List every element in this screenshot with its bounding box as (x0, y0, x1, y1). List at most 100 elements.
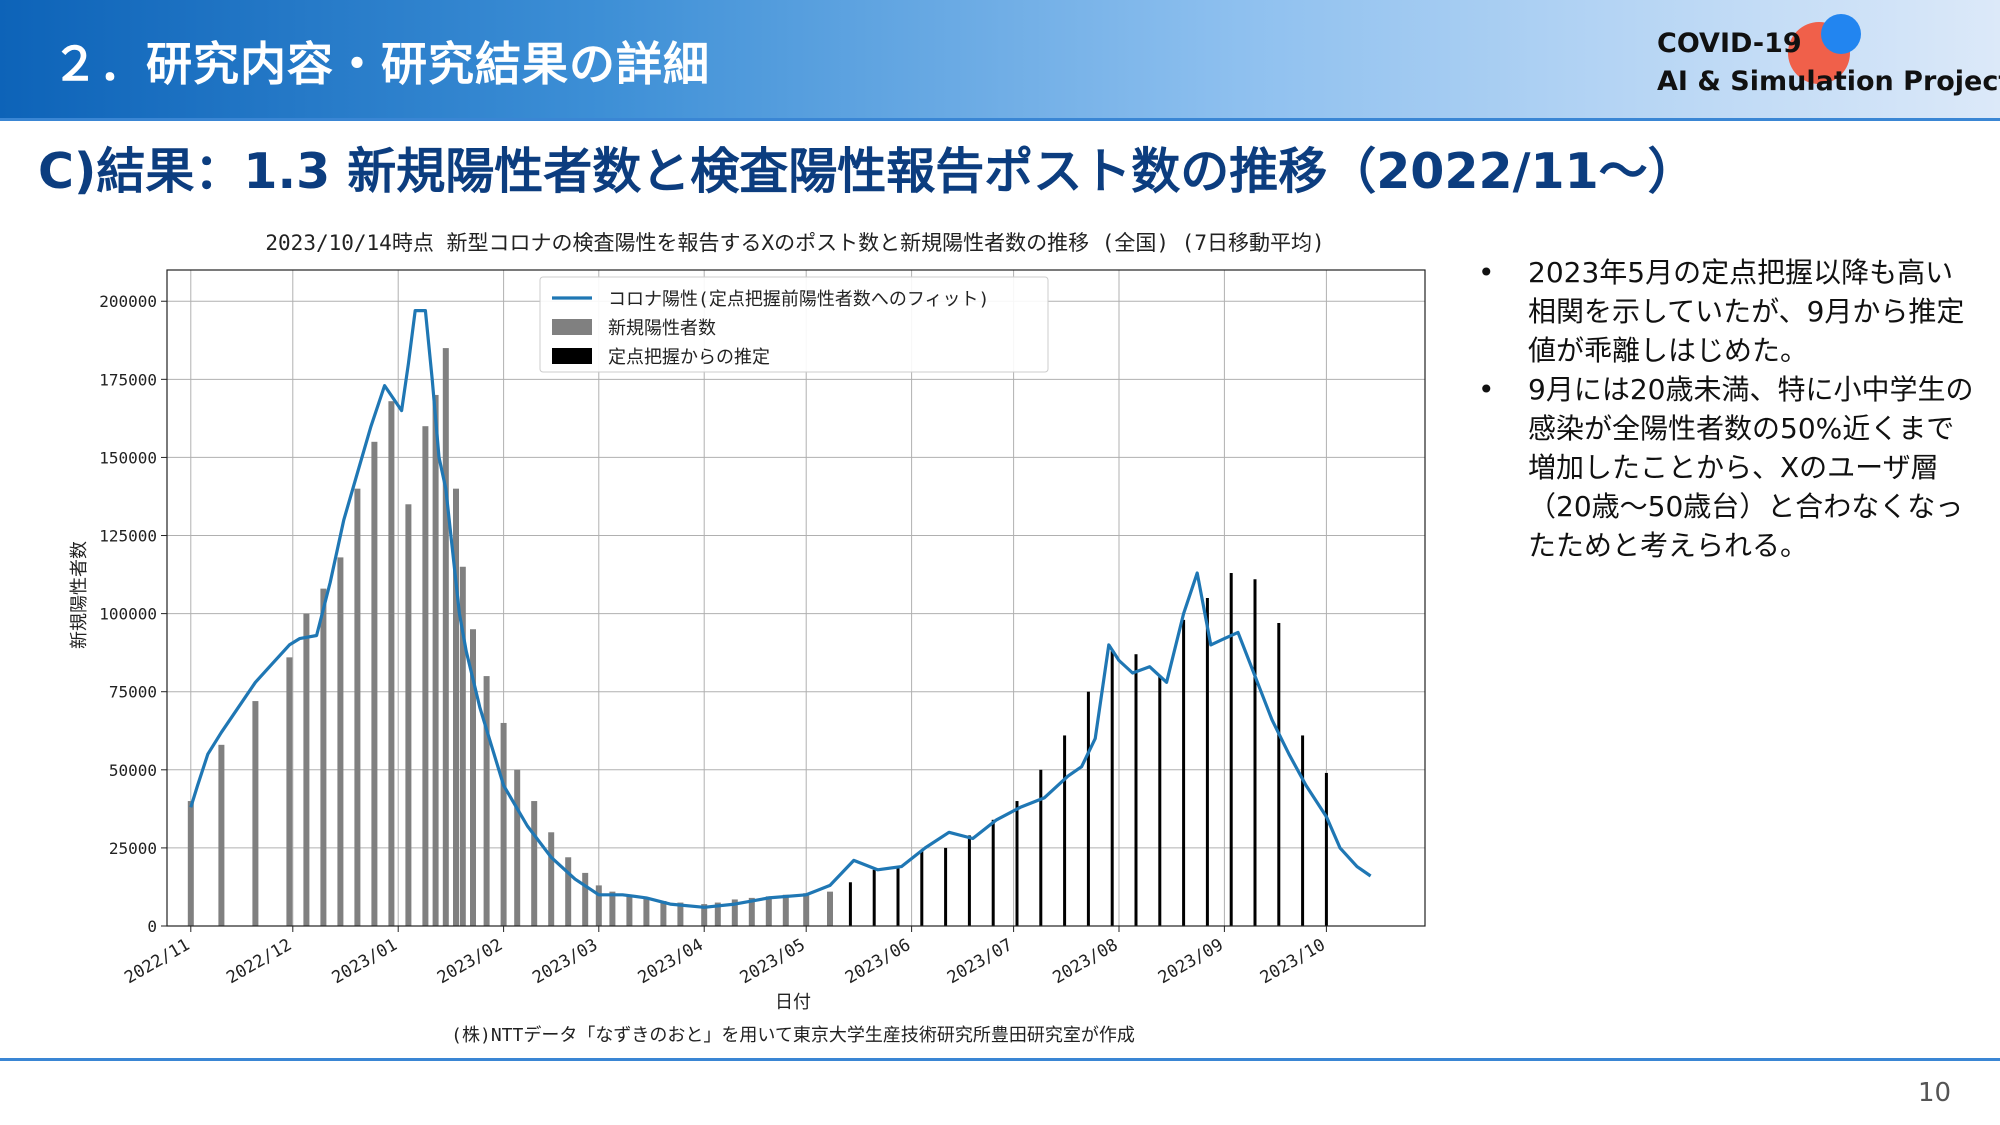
chart-axes: 0 25000 50000 75000 100000 125000 150000 175000… (99, 269, 1426, 988)
bar-new-positives (453, 488, 459, 926)
bar-new-positives (531, 801, 538, 926)
section-title: ２．研究内容・研究結果の詳細 (52, 37, 710, 91)
bar-sentinel-estimate (872, 869, 876, 926)
bar-new-positives (187, 801, 194, 926)
y-tick-label: 75000 (109, 683, 157, 702)
bar-new-positives (432, 394, 439, 926)
bar-new-positives (548, 832, 555, 926)
x-tick-label: 2023/08 (1049, 935, 1121, 988)
bar-new-positives (252, 701, 259, 926)
x-tick-label: 2023/01 (329, 935, 401, 988)
bar-new-positives (731, 899, 738, 926)
finding-item: • 9月には20歳未満、特に小中学生の感染が全陽性者数の50%近くまで増加したこと… (1478, 370, 1978, 565)
bar-sentinel-estimate (1015, 801, 1019, 926)
slide-title: C)結果：1.3 新規陽性者数と検査陽性報告ポスト数の推移（2022/11〜） (38, 143, 1697, 200)
chart-caption: (株)NTTデータ「なずきのおと」を用いて東京大学生産技術研究所豊田研究室が作成 (451, 1025, 1135, 1046)
x-tick-label: 2023/04 (635, 935, 707, 988)
x-tick-label: 2023/03 (529, 935, 601, 988)
y-tick-label: 150000 (99, 448, 157, 467)
plot-frame (166, 269, 1426, 927)
legend-box (539, 276, 1049, 373)
page-number: 10 (1918, 1078, 1952, 1108)
x-tick-label: 2023/02 (434, 935, 506, 988)
y-tick-label: 0 (147, 917, 157, 936)
bar-new-positives (483, 676, 490, 926)
legend-label: 新規陽性者数 (608, 318, 716, 339)
logo-blue-circle (1821, 14, 1861, 54)
bar-sentinel-estimate (967, 835, 971, 926)
x-axis-label: 日付 (775, 992, 811, 1013)
bar-sentinel-estimate (1301, 735, 1305, 926)
chart-bars (187, 348, 1328, 927)
bar-new-positives (470, 629, 476, 926)
y-tick-label: 175000 (99, 370, 157, 389)
logo-line-1: COVID-19 (1657, 28, 1802, 59)
bar-new-positives (388, 401, 395, 926)
bar-new-positives (371, 441, 378, 926)
bar-sentinel-estimate (991, 819, 995, 926)
legend-label: コロナ陽性(定点把握前陽性者数へのフィット) (608, 289, 989, 310)
finding-text: 2023年5月の定点把握以降も高い相関を示していたが、9月から推定値が乖離しはじ… (1528, 256, 1965, 367)
bar-new-positives (714, 902, 721, 926)
bar-new-positives (303, 613, 310, 926)
legend-swatch-bar (552, 348, 592, 364)
finding-text: 9月には20歳未満、特に小中学生の感染が全陽性者数の50%近くまで増加したことか… (1528, 373, 1974, 562)
x-tick-label: 2023/05 (737, 935, 809, 988)
bar-sentinel-estimate (944, 847, 948, 926)
bar-sentinel-estimate (896, 866, 900, 926)
project-logo: COVID-19 AI & Simulation Project (1655, 14, 2000, 107)
chart: 2023/10/14時点 新型コロナの検査陽性を報告するXのポスト数と新規陽性者… (69, 231, 1426, 1046)
bar-new-positives (286, 657, 293, 926)
bar-new-positives (582, 872, 589, 926)
y-tick-label: 100000 (99, 605, 157, 624)
bar-sentinel-estimate (1063, 735, 1067, 926)
bar-new-positives (827, 891, 833, 926)
bar-new-positives (514, 769, 521, 926)
bar-new-positives (803, 893, 810, 926)
legend-label: 定点把握からの推定 (608, 347, 770, 368)
y-tick-label: 125000 (99, 527, 157, 546)
bar-sentinel-estimate (920, 851, 924, 926)
bar-sentinel-estimate (1182, 619, 1186, 926)
header-divider (0, 118, 2000, 121)
bar-sentinel-estimate (1086, 691, 1090, 926)
bar-new-positives (677, 902, 684, 926)
y-axis-label: 新規陽性者数 (69, 541, 90, 649)
bar-sentinel-estimate (1229, 573, 1233, 926)
x-tick-label: 2023/07 (944, 935, 1016, 988)
series-line-fit (189, 308, 1372, 909)
bar-new-positives (337, 557, 344, 926)
bar-sentinel-estimate (1134, 654, 1138, 926)
y-tick-label: 200000 (99, 292, 157, 311)
bar-new-positives (459, 566, 466, 926)
logo-line-2: AI & Simulation Project (1657, 66, 2000, 97)
findings-list: • 2023年5月の定点把握以降も高い相関を示していたが、9月から推定値が乖離しは… (1478, 253, 1978, 565)
finding-item: • 2023年5月の定点把握以降も高い相関を示していたが、9月から推定値が乖離しは… (1478, 253, 1978, 370)
bar-new-positives (218, 744, 225, 926)
bullet-dot: • (1478, 256, 1495, 289)
bar-sentinel-estimate (1324, 772, 1328, 926)
y-tick-label: 50000 (109, 761, 157, 780)
bar-sentinel-estimate (1253, 579, 1257, 926)
bar-new-positives (405, 504, 412, 926)
x-tick-label: 2023/09 (1155, 935, 1227, 988)
legend-swatch-bar (552, 319, 592, 335)
bar-new-positives (422, 426, 429, 926)
header-banner (0, 0, 2000, 118)
bar-new-positives (565, 857, 572, 926)
bar-new-positives (442, 348, 449, 927)
bullet-dot: • (1478, 373, 1495, 406)
bar-new-positives (626, 894, 633, 926)
chart-line (189, 308, 1372, 909)
bar-new-positives (595, 885, 602, 926)
bar-new-positives (643, 897, 650, 926)
bar-sentinel-estimate (1039, 769, 1043, 926)
bar-new-positives (609, 891, 616, 926)
x-tick-label: 2023/06 (842, 935, 914, 988)
bar-new-positives (701, 904, 708, 926)
x-tick-label: 2023/10 (1257, 935, 1329, 988)
bar-new-positives (660, 901, 667, 926)
bar-sentinel-estimate (1205, 598, 1209, 926)
bar-new-positives (500, 722, 507, 926)
